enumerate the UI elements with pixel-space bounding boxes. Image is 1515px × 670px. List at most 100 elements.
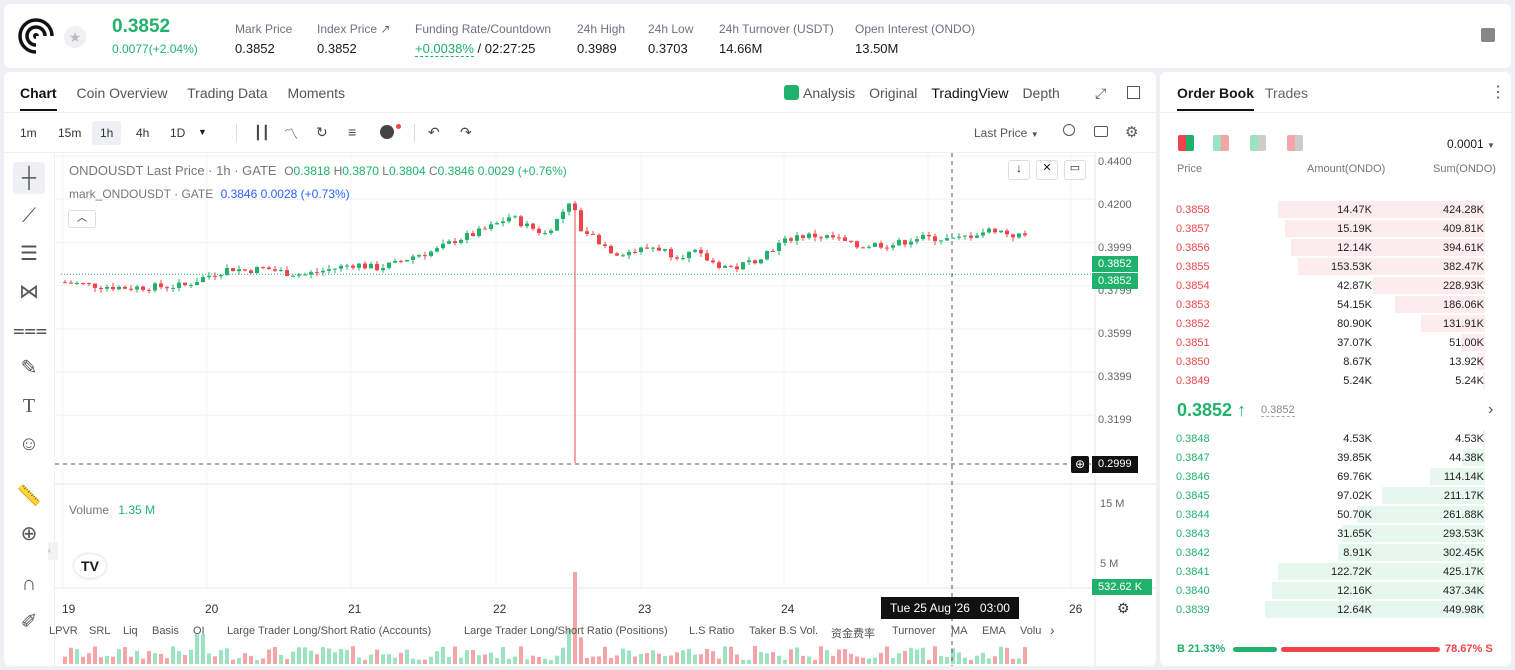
tab-chart[interactable]: Chart [20, 85, 57, 111]
brush-tool-icon[interactable]: ✎ [20, 357, 38, 379]
tab-coin-overview[interactable]: Coin Overview [76, 85, 168, 101]
indicator-tab[interactable]: Liq [123, 625, 138, 637]
emoji-tool-icon[interactable]: ☺ [18, 433, 40, 455]
indicator-tab[interactable]: EMA [982, 625, 1006, 637]
trendline-tool-icon[interactable]: ⟋ [22, 205, 36, 227]
bid-row[interactable]: 0.3848 4.53K 4.53K [1160, 429, 1497, 448]
price-type-select[interactable]: Last Price ▼ [974, 126, 1039, 140]
ob-expand-icon[interactable]: › [1488, 401, 1494, 418]
redo-icon[interactable]: ↷ [460, 124, 472, 140]
settings-gear-icon[interactable]: ⚙ [1125, 124, 1139, 141]
timeframe-1h[interactable]: 1h [92, 121, 122, 145]
row-price: 0.3840 [1176, 585, 1210, 597]
tab-original[interactable]: Original [869, 85, 918, 101]
add-alert-plus-icon[interactable]: ⊕ [1071, 456, 1089, 473]
ask-row[interactable]: 0.3851 37.07K 51.00K [1160, 333, 1497, 352]
tab-analysis[interactable]: Analysis [803, 85, 856, 101]
bid-row[interactable]: 0.3840 12.16K 437.34K [1160, 581, 1497, 600]
ticker-header: ★ 0.3852 0.0077(+2.04%) Mark Price 0.3852… [4, 4, 1511, 68]
favorite-star-icon[interactable]: ★ [64, 26, 86, 48]
indicator-tab[interactable]: MA [951, 625, 968, 637]
collapse-button[interactable]: ✕ [1036, 160, 1058, 180]
auto-scale-button[interactable]: ▭ [1064, 160, 1086, 180]
zoom-tool-icon[interactable]: ⊕ [20, 523, 38, 545]
ask-row[interactable]: 0.3856 12.14K 394.61K [1160, 238, 1497, 257]
timeframe-dropdown-icon[interactable]: ▼ [198, 127, 207, 137]
notebook-icon[interactable] [1481, 28, 1495, 42]
fib-tool-icon[interactable]: ⩶ [13, 319, 48, 341]
bid-row[interactable]: 0.3845 97.02K 211.17K [1160, 486, 1497, 505]
layout-mixed-icon[interactable] [1213, 135, 1229, 151]
channel-tool-icon[interactable]: ☰ [20, 243, 38, 265]
timeframe-1m[interactable]: 1m [20, 126, 37, 140]
layout-both-icon[interactable] [1178, 135, 1194, 151]
magnet-tool-icon[interactable]: ∩ [21, 573, 37, 595]
timeframe-4h[interactable]: 4h [136, 126, 150, 140]
alert-add-icon[interactable] [380, 125, 394, 139]
panel-toggle[interactable]: ‹ [48, 542, 58, 560]
expand-icon[interactable]: ⤢ [1095, 85, 1107, 101]
templates-icon[interactable]: ≡ [348, 124, 357, 140]
indicator-tab[interactable]: 资金费率 [831, 628, 875, 640]
bid-row[interactable]: 0.3841 122.72K 425.17K [1160, 562, 1497, 581]
bid-row[interactable]: 0.3847 39.85K 44.38K [1160, 448, 1497, 467]
window-icon[interactable] [1127, 86, 1140, 99]
bid-row[interactable]: 0.3839 12.64K 449.98K [1160, 600, 1497, 619]
indicators-icon[interactable]: 〽 [284, 126, 298, 142]
price-chart[interactable] [55, 153, 1156, 666]
indicator-tab[interactable]: Turnover [892, 625, 936, 637]
chart-settings-icon[interactable]: ⚙ [1117, 600, 1130, 616]
indicator-tab[interactable]: L.S Ratio [689, 625, 735, 637]
compare-icon[interactable]: ↻ [316, 124, 328, 140]
tab-moments[interactable]: Moments [287, 85, 346, 101]
text-tool-icon[interactable]: T [22, 395, 36, 417]
indicator-tab[interactable]: Taker B.S Vol. [749, 625, 819, 637]
indicator-tab[interactable]: OI [193, 625, 205, 637]
undo-icon[interactable]: ↶ [428, 124, 440, 140]
ruler-tool-icon[interactable]: 📏 [16, 485, 42, 507]
collapse-legend-button[interactable]: ︿ [68, 210, 96, 228]
ask-row[interactable]: 0.3852 80.90K 131.91K [1160, 314, 1497, 333]
indicator-tab[interactable]: Volu [1020, 625, 1042, 637]
ask-row[interactable]: 0.3855 153.53K 382.47K [1160, 257, 1497, 276]
bid-row[interactable]: 0.3842 8.91K 302.45K [1160, 543, 1497, 562]
draw-more-icon[interactable]: ✐ [20, 611, 38, 633]
ask-row[interactable]: 0.3854 42.87K 228.93K [1160, 276, 1497, 295]
indicator-tab[interactable]: Basis [152, 625, 179, 637]
ask-row[interactable]: 0.3853 54.15K 186.06K [1160, 295, 1497, 314]
indicator-tab[interactable]: Large Trader Long/Short Ratio (Accounts) [227, 625, 432, 637]
pattern-tool-icon[interactable]: ⋈ [19, 281, 39, 303]
ask-row[interactable]: 0.3849 5.24K 5.24K [1160, 371, 1497, 390]
ask-row[interactable]: 0.3858 14.47K 424.28K [1160, 200, 1497, 219]
layout-asks-icon[interactable] [1287, 135, 1303, 151]
bid-row[interactable]: 0.3843 31.65K 293.53K [1160, 524, 1497, 543]
row-price: 0.3842 [1176, 547, 1210, 559]
timeframe-15m[interactable]: 15m [58, 126, 82, 140]
more-menu-icon[interactable]: ⋮ [1490, 84, 1506, 101]
indicator-tab[interactable]: Large Trader Long/Short Ratio (Positions… [464, 625, 668, 637]
candle-type-icon[interactable]: ┃┃ [254, 125, 270, 140]
depth-bar [1284, 220, 1485, 237]
search-icon[interactable] [1063, 124, 1075, 136]
tab-tradingview[interactable]: TradingView [931, 85, 1009, 101]
scroll-down-button[interactable]: ↓ [1008, 160, 1030, 180]
tab-order-book[interactable]: Order Book [1177, 85, 1255, 111]
timeframe-1d[interactable]: 1D [170, 126, 186, 140]
tab-depth[interactable]: Depth [1022, 85, 1060, 101]
crosshair-tool-icon[interactable]: ┼ [13, 162, 45, 194]
bid-row[interactable]: 0.3846 69.76K 114.14K [1160, 467, 1497, 486]
tab-trading-data[interactable]: Trading Data [187, 85, 268, 101]
ask-row[interactable]: 0.3850 8.67K 13.92K [1160, 352, 1497, 371]
bid-row[interactable]: 0.3844 50.70K 261.88K [1160, 505, 1497, 524]
stat-index-price[interactable]: Index Price ↗ 0.3852 [317, 22, 391, 56]
precision-select[interactable]: 0.0001 ▼ [1447, 137, 1495, 151]
indicator-tab[interactable]: SRL [89, 625, 111, 637]
row-amount: 15.19K [1337, 223, 1372, 235]
layout-bids-icon[interactable] [1250, 135, 1266, 151]
depth-bar [1291, 239, 1485, 256]
tab-trades[interactable]: Trades [1265, 85, 1309, 101]
tabs-scroll-right-icon[interactable]: › [1050, 622, 1055, 638]
camera-icon[interactable] [1094, 126, 1108, 137]
ask-row[interactable]: 0.3857 15.19K 409.81K [1160, 219, 1497, 238]
indicator-tab[interactable]: LPVR [49, 625, 78, 637]
